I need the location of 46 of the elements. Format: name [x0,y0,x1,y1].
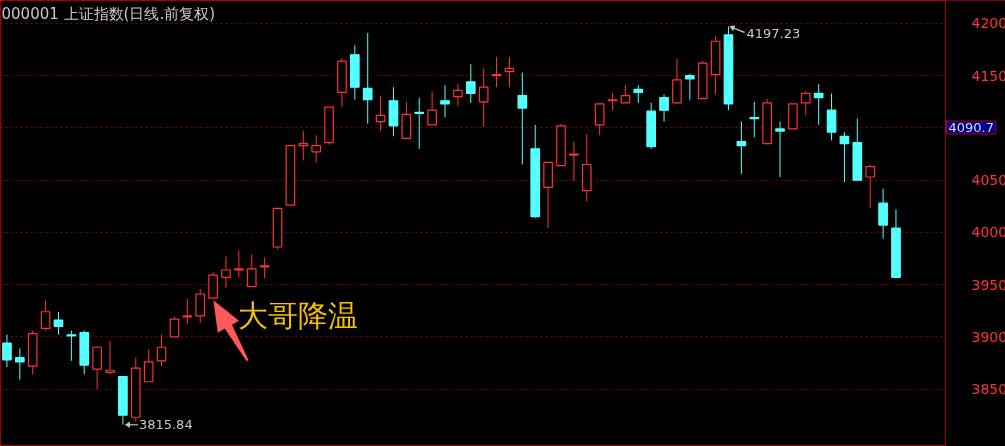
candlestick [14,347,25,381]
candlestick [53,311,64,336]
candlestick [414,97,425,150]
candlestick [569,141,579,182]
candlestick [259,256,270,279]
candlestick [311,134,322,163]
candlestick [478,67,489,128]
candlestick [453,83,463,107]
candlestick [659,94,669,123]
candlestick [684,73,695,101]
annotation: 4197.23 [746,25,801,41]
candlestick [66,330,77,362]
candlestick [182,298,193,325]
candlestick [813,83,824,126]
candlestick [517,72,528,165]
candlestick [440,84,450,118]
candlestick [2,334,12,368]
candlestick [143,348,154,383]
candlestick [594,103,605,136]
candlestick [156,334,167,367]
candlestick [234,249,244,278]
candlestick [800,90,811,116]
candlestick [195,288,206,324]
candlestick [221,255,231,289]
candlestick [40,299,51,332]
annotation: 大哥降温 [237,298,358,333]
candlestick [775,121,785,178]
candlestick [672,58,682,104]
candlestick [736,121,747,175]
candlestick [427,90,437,126]
candlestick [362,32,373,125]
candlestick [749,101,760,138]
chart-title: 000001 上证指数(日线.前复权) [1,4,216,23]
candlestick [491,56,502,88]
annotation: 4090.7 [948,120,994,135]
candlestick [208,271,218,299]
candlestick [169,316,180,338]
candlestick [246,253,257,288]
annotation: 3815.84 [138,417,193,433]
candlestick [465,63,476,104]
candlestick [865,163,876,209]
candlestick [92,345,102,390]
candlestick [826,92,837,141]
candlestick [298,130,309,161]
candlestick [878,188,888,240]
candlestick [105,340,115,375]
